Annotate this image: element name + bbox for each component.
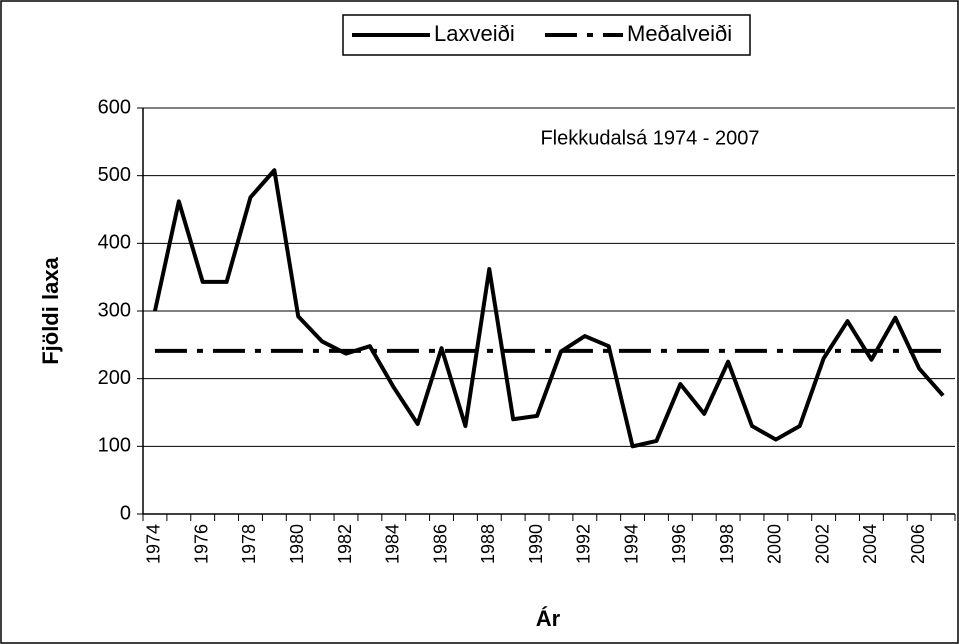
x-tick-label: 1988 [478,524,498,564]
legend-label: Laxveiði [434,21,515,46]
x-tick-label: 1990 [526,524,546,564]
x-tick-label: 2000 [765,524,785,564]
x-tick-label: 1984 [383,524,403,564]
y-tick-label: 600 [98,96,131,118]
series-line [152,168,945,449]
x-tick-label: 1976 [191,524,211,564]
x-tick-label: 1978 [239,524,259,564]
y-tick-label: 400 [98,232,131,254]
x-tick-label: 1996 [669,524,689,564]
x-tick-label: 2006 [908,524,928,564]
y-tick-label: 200 [98,367,131,389]
x-tick-label: 2004 [860,524,880,564]
y-tick-label: 500 [98,164,131,186]
x-tick-label: 1998 [717,524,737,564]
x-tick-label: 1986 [430,524,450,564]
chart-title: Flekkudalsá 1974 - 2007 [540,127,759,149]
x-tick-label: 1980 [287,524,307,564]
x-tick-label: 1992 [574,524,594,564]
x-tick-label: 2002 [812,524,832,564]
x-tick-label: 1974 [144,524,164,564]
y-tick-label: 100 [98,435,131,457]
y-tick-label: 0 [120,502,131,524]
x-tick-label: 1982 [335,524,355,564]
x-tick-label: 1994 [621,524,641,564]
x-axis-label: Ár [536,606,561,631]
legend-label: Meðalveiði [627,21,732,46]
y-axis-label: Fjöldi laxa [38,256,63,364]
y-tick-label: 300 [98,299,131,321]
